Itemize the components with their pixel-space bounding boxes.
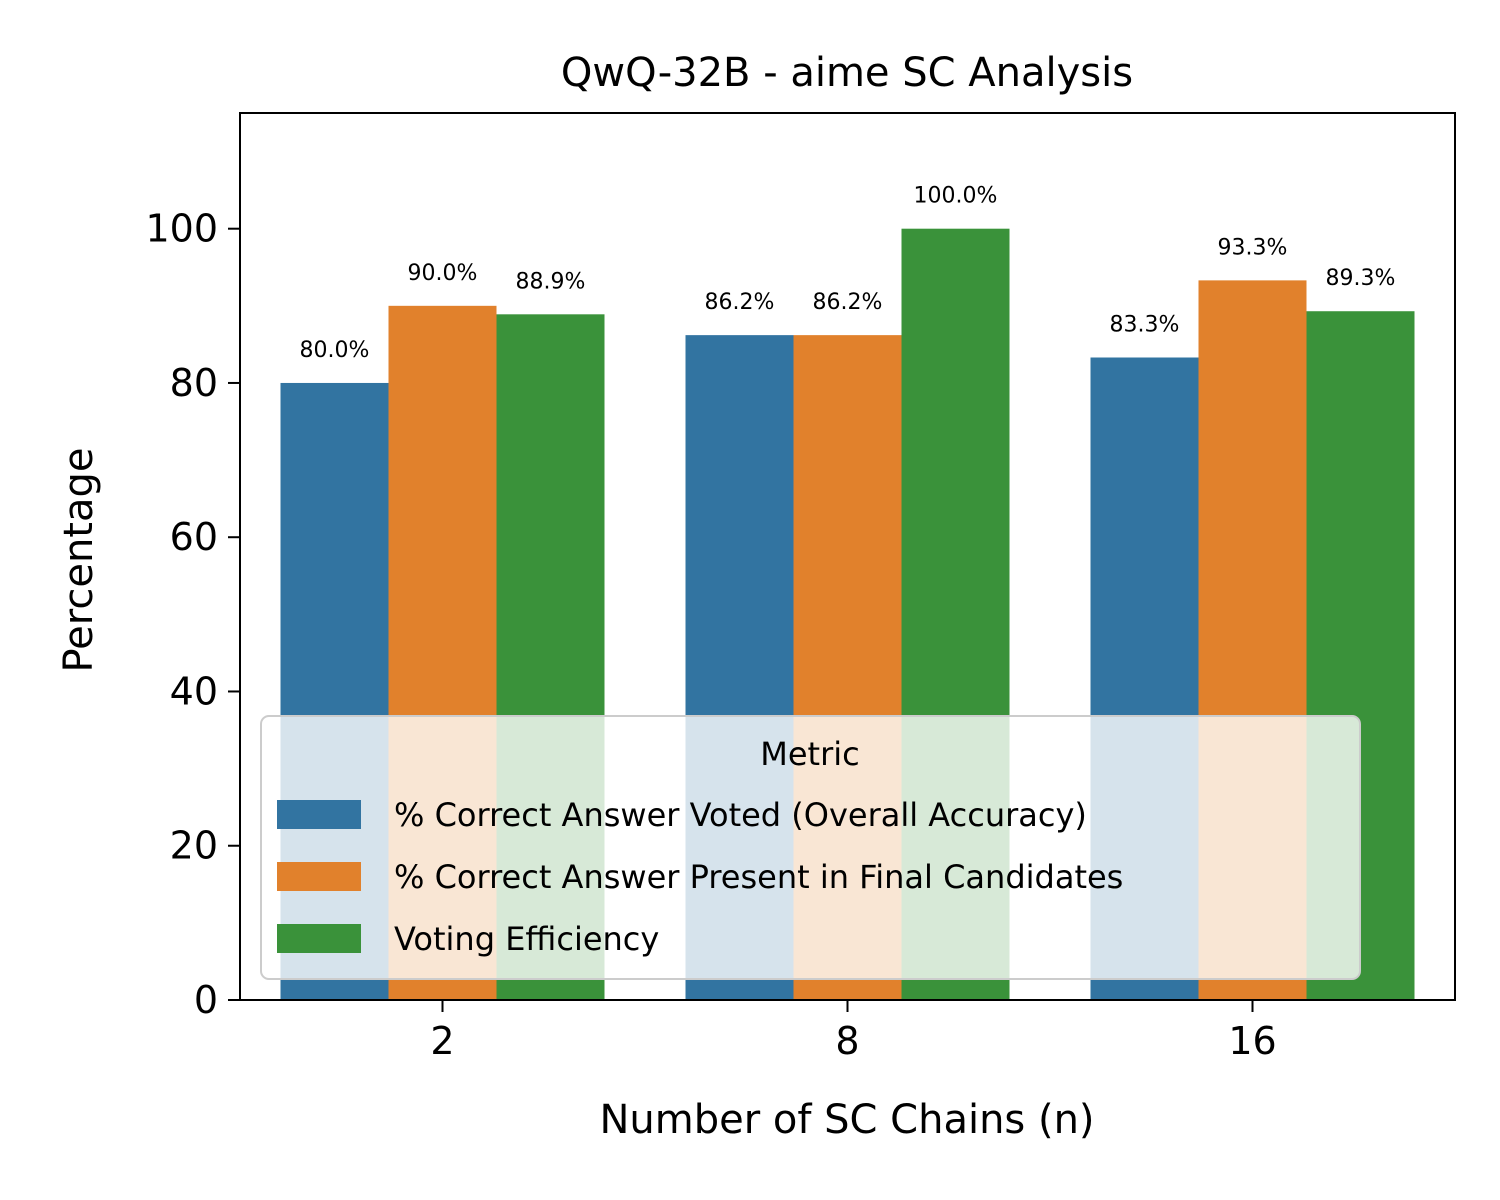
legend-label: % Correct Answer Voted (Overall Accuracy…	[394, 796, 1087, 834]
legend-swatch	[277, 924, 361, 953]
data-label: 86.2%	[705, 290, 775, 315]
y-tick-label: 100	[145, 207, 218, 251]
data-label: 83.3%	[1110, 313, 1180, 338]
legend-swatch	[277, 800, 361, 829]
legend-label: Voting Efficiency	[394, 920, 659, 958]
x-tick-label: 8	[835, 1019, 859, 1063]
y-tick-label: 0	[194, 978, 218, 1022]
y-tick-label: 20	[170, 824, 218, 868]
legend-frame	[260, 715, 1361, 980]
x-tick-label: 2	[430, 1019, 454, 1063]
data-label: 88.9%	[516, 269, 586, 294]
data-label: 80.0%	[300, 338, 370, 363]
legend-swatch	[277, 862, 361, 891]
y-tick-label: 40	[170, 669, 218, 713]
legend-label: % Correct Answer Present in Final Candid…	[394, 858, 1123, 896]
legend: Metric % Correct Answer Voted (Overall A…	[260, 715, 1361, 980]
data-label: 90.0%	[408, 261, 478, 286]
x-tick-label: 16	[1228, 1019, 1276, 1063]
data-label: 100.0%	[914, 184, 998, 209]
data-labels-group: 80.0% 86.2% 83.3% 90.0% 86.2% 93.3% 88.9% 100.0…	[300, 184, 1396, 363]
y-axis-label: Percentage	[56, 447, 102, 672]
data-label: 89.3%	[1326, 266, 1396, 291]
data-label: 93.3%	[1218, 235, 1288, 260]
y-tick-label: 80	[170, 361, 218, 405]
data-label: 86.2%	[813, 290, 883, 315]
legend-title: Metric	[760, 735, 859, 773]
chart-title: QwQ-32B - aime SC Analysis	[561, 50, 1133, 96]
x-axis-ticks: 2 8 16	[430, 1000, 1277, 1063]
x-axis-label: Number of SC Chains (n)	[599, 1097, 1094, 1143]
y-axis-ticks: 0 20 40 60 80 100	[145, 207, 240, 1022]
y-tick-label: 60	[170, 515, 218, 559]
